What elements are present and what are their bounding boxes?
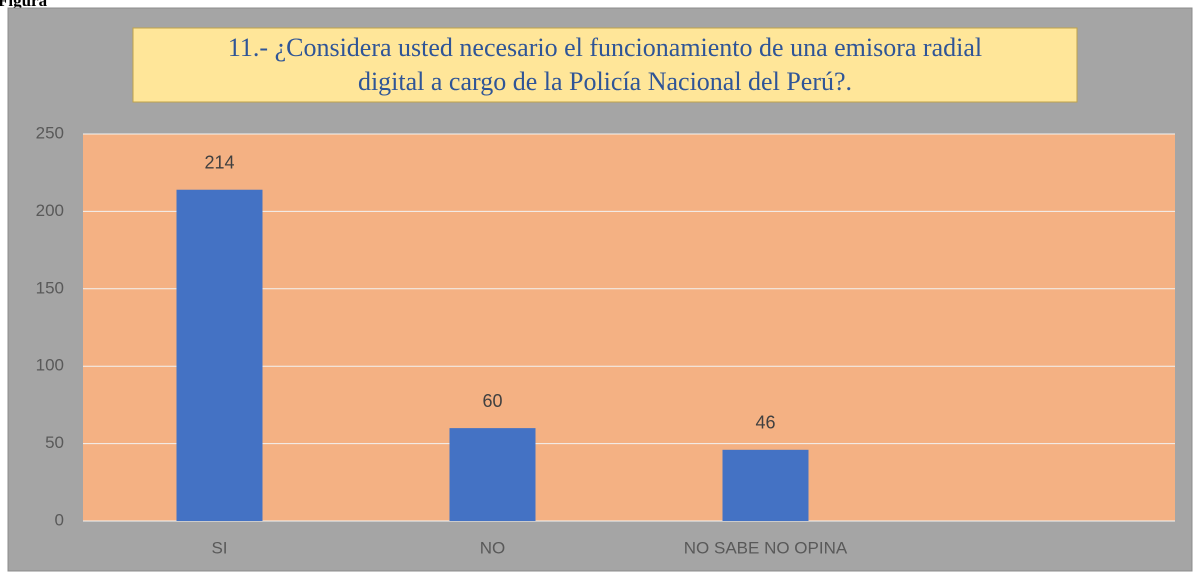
y-tick-label: 150 [36,278,64,297]
caption: Figura [0,0,48,10]
y-tick-label: 50 [45,433,64,452]
title-box [132,27,1078,103]
x-tick-label: SI [211,538,227,557]
chart-title: 11.- ¿Considera usted necesario el funci… [228,33,982,62]
data-label: 214 [204,152,234,172]
x-tick-label: NO SABE NO OPINA [684,538,848,557]
chart-title: digital a cargo de la Policía Nacional d… [358,67,852,96]
x-tick-label: NO [480,538,506,557]
data-label: 46 [755,413,775,433]
bar [449,428,536,521]
y-tick-label: 0 [55,510,64,529]
data-label: 60 [482,391,502,411]
y-tick-label: 250 [36,123,64,142]
bar [176,189,263,521]
bar [722,449,809,521]
y-tick-label: 100 [36,356,64,375]
y-tick-label: 200 [36,201,64,220]
plot-area [83,134,1175,521]
